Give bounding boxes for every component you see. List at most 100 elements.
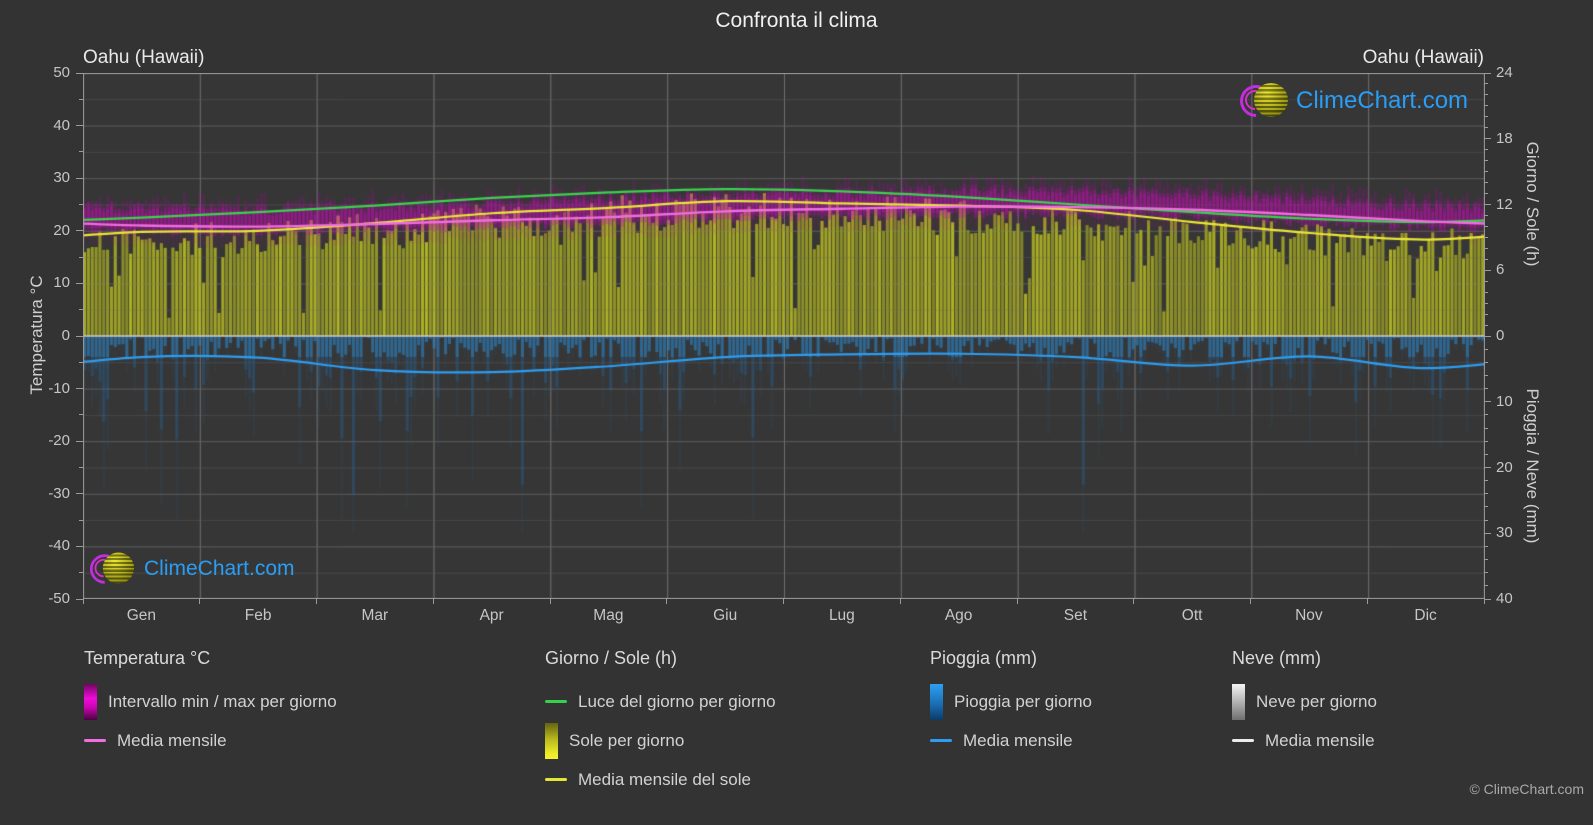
y-right-minor-tick — [1484, 171, 1488, 173]
y-right-minor-tick — [1484, 348, 1488, 350]
y-right-minor-tick — [1484, 506, 1488, 508]
y-right-minor-tick — [1484, 585, 1488, 587]
legend-item: Intervallo min / max per giorno — [84, 682, 337, 721]
legend-group-snow: Neve (mm) Neve per giorno Media mensile — [1232, 648, 1377, 760]
y-right-minor-tick — [1484, 258, 1488, 260]
y-left-minor-tick — [79, 309, 83, 311]
y-left-tick — [76, 598, 83, 600]
y-right-minor-tick — [1484, 160, 1488, 162]
x-axis-tick — [666, 598, 668, 604]
y-right-tick-label: 10 — [1496, 392, 1513, 410]
x-month-label: Nov — [1295, 607, 1323, 624]
y-right-minor-tick — [1484, 361, 1488, 363]
y-left-minor-tick — [79, 414, 83, 416]
y-left-tick-label: -30 — [48, 484, 70, 502]
rain-fill-swatch-icon — [930, 683, 943, 720]
x-axis-tick — [432, 598, 434, 604]
logo-striped-sun-icon — [1254, 83, 1288, 117]
y-right-minor-tick — [1484, 302, 1488, 304]
legend-item: Neve per giorno — [1232, 682, 1377, 721]
logo-striped-sun-icon — [102, 552, 135, 584]
x-month-label: Apr — [479, 607, 504, 624]
location-label-left: Oahu (Hawaii) — [83, 47, 205, 68]
y-right-minor-tick — [1484, 149, 1488, 151]
x-axis-tick — [783, 598, 784, 604]
y-left-tick-label: 30 — [53, 169, 70, 187]
x-axis-tick — [316, 598, 317, 604]
x-axis-tick — [1366, 598, 1368, 604]
y-right-tick — [1484, 532, 1491, 534]
y-right-minor-tick — [1484, 545, 1488, 547]
x-month-label: Ago — [944, 607, 973, 624]
x-axis-tick — [199, 598, 201, 604]
y-right-minor-tick — [1484, 225, 1488, 227]
y-right-minor-tick — [1484, 519, 1488, 521]
y-right-tick-label: 18 — [1496, 129, 1513, 147]
legend-item-label: Media mensile — [1265, 730, 1375, 750]
y-left-minor-tick — [79, 204, 83, 205]
legend-group-header: Giorno / Sole (h) — [545, 648, 678, 668]
legend-item: Media mensile — [84, 721, 337, 760]
y-right-minor-tick — [1484, 94, 1488, 96]
y-right-tick — [1484, 204, 1491, 205]
snow-fill-swatch-icon — [1232, 683, 1245, 720]
y-left-tick — [76, 282, 83, 284]
y-right-tick-label: 20 — [1496, 458, 1513, 476]
legend-item: Media mensile del sole — [545, 760, 776, 799]
snow-mean-line-swatch-icon — [1232, 739, 1254, 742]
x-month-label: Set — [1063, 607, 1087, 624]
location-label-right: Oahu (Hawaii) — [1362, 47, 1484, 68]
y-left-tick-label: -20 — [48, 432, 70, 450]
y-right-minor-tick — [1484, 572, 1488, 574]
y-right-tick-label: 0 — [1496, 327, 1505, 344]
x-axis-tick — [1250, 598, 1251, 604]
y-right-minor-tick — [1484, 116, 1488, 118]
rain-mean-line-swatch-icon — [930, 739, 952, 742]
legend-item: Media mensile — [930, 721, 1092, 760]
y-right-minor-tick — [1484, 313, 1488, 315]
y-right-tick — [1484, 335, 1491, 337]
y-right-minor-tick — [1484, 247, 1488, 249]
y-right-tick — [1484, 72, 1491, 74]
legend-item-label: Sole per giorno — [569, 730, 685, 750]
y-left-minor-tick — [79, 519, 83, 521]
y-right-tick — [1484, 598, 1491, 600]
y-left-tick-label: 10 — [53, 274, 70, 292]
y-right-tick-label: 30 — [1496, 524, 1513, 542]
x-axis-tick — [82, 598, 84, 604]
y-left-tick-label: -50 — [48, 590, 70, 607]
y-right-minor-tick — [1484, 280, 1488, 282]
legend-group-header: Neve (mm) — [1232, 648, 1321, 668]
y-axis-label-rain-snow: Pioggia / Neve (mm) — [1523, 388, 1542, 544]
y-left-minor-tick — [79, 98, 83, 100]
x-axis-tick — [899, 598, 901, 604]
y-right-minor-tick — [1484, 427, 1488, 429]
daylight-line-swatch-icon — [545, 700, 567, 703]
y-right-minor-tick — [1484, 388, 1488, 390]
y-left-tick — [76, 335, 83, 337]
y-right-minor-tick — [1484, 480, 1488, 482]
y-right-minor-tick — [1484, 182, 1488, 184]
legend-item-label: Intervallo min / max per giorno — [108, 691, 337, 711]
legend-group-header: Pioggia (mm) — [930, 648, 1038, 668]
legend-item-label: Luce del giorno per giorno — [578, 691, 776, 711]
y-right-minor-tick — [1484, 291, 1488, 293]
y-left-tick — [76, 545, 83, 547]
y-right-minor-tick — [1484, 83, 1488, 85]
y-right-tick-label: 12 — [1496, 195, 1513, 213]
x-month-label: Mag — [593, 607, 624, 624]
x-month-label: Giu — [713, 607, 738, 624]
y-right-minor-tick — [1484, 559, 1488, 561]
legend-item: Pioggia per giorno — [930, 682, 1092, 721]
legend-item-label: Media mensile — [963, 730, 1073, 750]
y-right-minor-tick — [1484, 414, 1488, 416]
x-month-label: Mar — [361, 607, 389, 624]
legend-group-day-sun: Giorno / Sole (h) Luce del giorno per gi… — [545, 648, 776, 799]
y-right-minor-tick — [1484, 324, 1488, 326]
y-right-minor-tick — [1484, 440, 1488, 442]
y-right-minor-tick — [1484, 127, 1488, 129]
legend-group-header: Temperatura °C — [84, 648, 211, 668]
y-left-minor-tick — [79, 151, 83, 153]
climate-plot-canvas[interactable] — [83, 73, 1485, 599]
